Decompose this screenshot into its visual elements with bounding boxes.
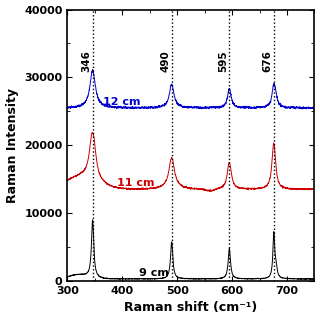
Text: 490: 490	[161, 50, 171, 72]
Text: 12 cm: 12 cm	[103, 97, 140, 107]
X-axis label: Raman shift (cm⁻¹): Raman shift (cm⁻¹)	[124, 301, 258, 315]
Text: 595: 595	[218, 50, 228, 72]
Y-axis label: Raman Intensity: Raman Intensity	[5, 88, 19, 203]
Text: 9 cm: 9 cm	[139, 268, 169, 277]
Text: 346: 346	[82, 50, 92, 72]
Text: 11 cm: 11 cm	[117, 178, 154, 188]
Text: 676: 676	[263, 50, 273, 72]
